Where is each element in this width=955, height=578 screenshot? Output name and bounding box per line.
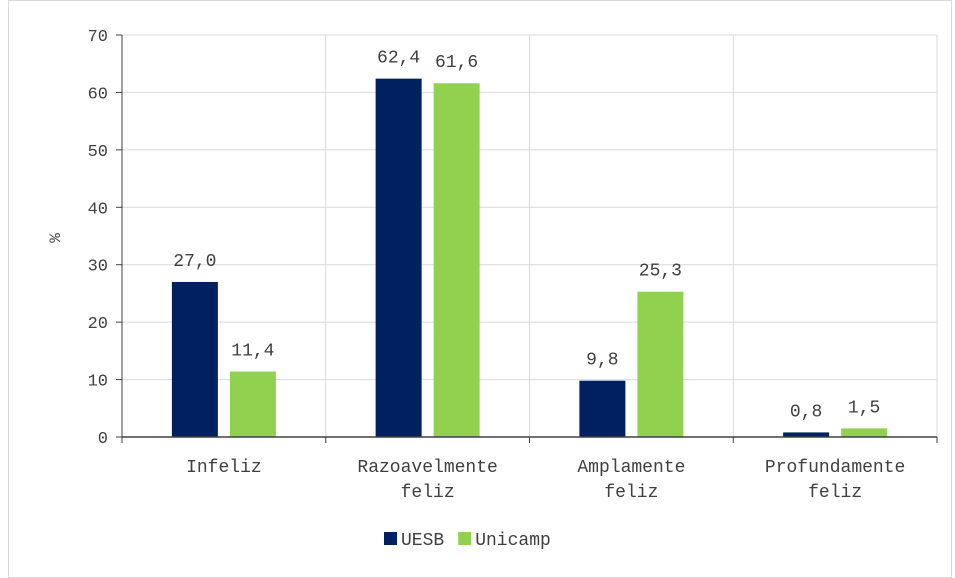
category-labels: Infeliz Razoavelmente feliz Amplamente feliz… <box>186 458 905 503</box>
data-label: 62,4 <box>377 49 420 69</box>
bar-uesb <box>171 281 218 437</box>
data-labels: 27,0 11,4 62,4 61,6 9,8 25,3 0,8 1,5 <box>173 49 880 423</box>
y-tick-label: 50 <box>88 143 108 162</box>
bar-uesb <box>375 78 422 437</box>
legend: UESB Unicamp <box>384 531 551 551</box>
category-label: feliz <box>808 483 862 503</box>
bars <box>171 78 888 438</box>
legend-swatch-uesb <box>384 532 397 545</box>
data-label: 61,6 <box>435 53 478 73</box>
category-label: Razoavelmente <box>357 458 497 478</box>
y-tick-labels: 0 10 20 30 40 50 60 70 <box>88 28 108 449</box>
y-tick-label: 30 <box>88 258 108 277</box>
category-label: Infeliz <box>186 458 262 478</box>
y-tick-label: 60 <box>88 85 108 104</box>
bar-uesb <box>579 380 626 437</box>
y-tick-label: 0 <box>98 430 108 449</box>
bar-uesb <box>783 432 830 437</box>
bar-unicamp <box>229 371 276 437</box>
y-tick-label: 10 <box>88 373 108 392</box>
axes <box>116 34 938 443</box>
data-label: 11,4 <box>231 342 274 362</box>
legend-label: UESB <box>401 531 444 551</box>
legend-swatch-unicamp <box>458 532 472 545</box>
y-tick-label: 70 <box>88 28 108 47</box>
data-label: 0,8 <box>790 402 822 422</box>
category-label: feliz <box>604 483 658 503</box>
bar-unicamp <box>433 83 480 438</box>
category-separators <box>325 35 938 437</box>
category-label: feliz <box>401 483 455 503</box>
data-label: 1,5 <box>848 398 880 418</box>
data-label: 27,0 <box>173 252 216 272</box>
y-tick-label: 40 <box>88 200 108 219</box>
chart-frame <box>8 0 952 578</box>
data-label: 25,3 <box>639 262 682 282</box>
bar-unicamp <box>841 428 888 437</box>
data-label: 9,8 <box>586 351 618 371</box>
y-tick-label: 20 <box>88 315 108 334</box>
category-label: Amplamente <box>577 458 685 478</box>
y-axis-label: % <box>47 233 65 243</box>
bar-unicamp <box>637 291 684 437</box>
legend-label: Unicamp <box>475 531 551 551</box>
category-label: Profundamente <box>765 458 905 478</box>
